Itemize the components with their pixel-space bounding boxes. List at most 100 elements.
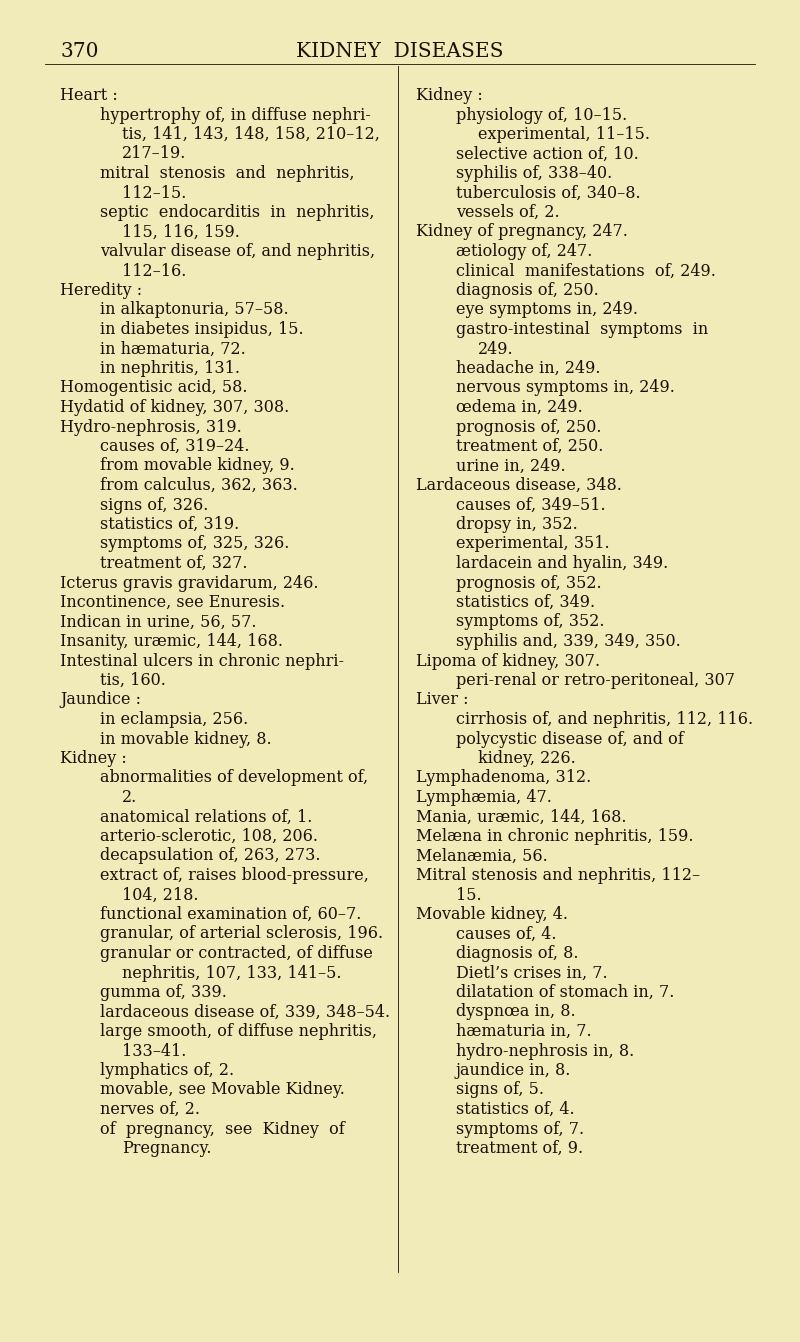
Text: septic  endocarditis  in  nephritis,: septic endocarditis in nephritis, <box>100 204 374 221</box>
Text: granular or contracted, of diffuse: granular or contracted, of diffuse <box>100 945 373 962</box>
Text: nervous symptoms in, 249.: nervous symptoms in, 249. <box>456 380 675 396</box>
Text: granular, of arterial sclerosis, 196.: granular, of arterial sclerosis, 196. <box>100 926 383 942</box>
Text: from calculus, 362, 363.: from calculus, 362, 363. <box>100 476 298 494</box>
Text: causes of, 319–24.: causes of, 319–24. <box>100 437 250 455</box>
Text: Mitral stenosis and nephritis, 112–: Mitral stenosis and nephritis, 112– <box>416 867 700 884</box>
Text: 112–15.: 112–15. <box>122 184 186 201</box>
Text: syphilis and, 339, 349, 350.: syphilis and, 339, 349, 350. <box>456 633 681 650</box>
Text: Mania, uræmic, 144, 168.: Mania, uræmic, 144, 168. <box>416 808 626 825</box>
Text: symptoms of, 325, 326.: symptoms of, 325, 326. <box>100 535 290 553</box>
Text: statistics of, 4.: statistics of, 4. <box>456 1100 574 1118</box>
Text: movable, see Movable Kidney.: movable, see Movable Kidney. <box>100 1082 345 1099</box>
Text: lardacein and hyalin, 349.: lardacein and hyalin, 349. <box>456 556 668 572</box>
Text: lymphatics of, 2.: lymphatics of, 2. <box>100 1062 234 1079</box>
Text: syphilis of, 338–40.: syphilis of, 338–40. <box>456 165 612 183</box>
Text: 2.: 2. <box>122 789 138 807</box>
Text: Homogentisic acid, 58.: Homogentisic acid, 58. <box>60 380 247 396</box>
Text: dropsy in, 352.: dropsy in, 352. <box>456 517 578 533</box>
Text: in alkaptonuria, 57–58.: in alkaptonuria, 57–58. <box>100 302 289 318</box>
Text: headache in, 249.: headache in, 249. <box>456 360 601 377</box>
Text: selective action of, 10.: selective action of, 10. <box>456 145 638 162</box>
Text: treatment of, 250.: treatment of, 250. <box>456 437 603 455</box>
Text: Insanity, uræmic, 144, 168.: Insanity, uræmic, 144, 168. <box>60 633 283 650</box>
Text: Kidney :: Kidney : <box>60 750 126 768</box>
Text: Melæna in chronic nephritis, 159.: Melæna in chronic nephritis, 159. <box>416 828 694 845</box>
Text: vessels of, 2.: vessels of, 2. <box>456 204 560 221</box>
Text: treatment of, 9.: treatment of, 9. <box>456 1139 583 1157</box>
Text: of  pregnancy,  see  Kidney  of: of pregnancy, see Kidney of <box>100 1121 345 1138</box>
Text: lardaceous disease of, 339, 348–54.: lardaceous disease of, 339, 348–54. <box>100 1004 390 1020</box>
Text: in nephritis, 131.: in nephritis, 131. <box>100 360 240 377</box>
Text: physiology of, 10–15.: physiology of, 10–15. <box>456 106 627 123</box>
Text: from movable kidney, 9.: from movable kidney, 9. <box>100 458 294 475</box>
Text: Melanæmia, 56.: Melanæmia, 56. <box>416 848 548 864</box>
Text: signs of, 5.: signs of, 5. <box>456 1082 544 1099</box>
Text: treatment of, 327.: treatment of, 327. <box>100 556 247 572</box>
Text: hydro-nephrosis in, 8.: hydro-nephrosis in, 8. <box>456 1043 634 1059</box>
Text: Intestinal ulcers in chronic nephri-: Intestinal ulcers in chronic nephri- <box>60 652 344 670</box>
Text: diagnosis of, 250.: diagnosis of, 250. <box>456 282 598 299</box>
Text: 133–41.: 133–41. <box>122 1043 186 1059</box>
Text: jaundice in, 8.: jaundice in, 8. <box>456 1062 571 1079</box>
Text: urine in, 249.: urine in, 249. <box>456 458 566 475</box>
Text: dilatation of stomach in, 7.: dilatation of stomach in, 7. <box>456 984 674 1001</box>
Text: Indican in urine, 56, 57.: Indican in urine, 56, 57. <box>60 613 257 631</box>
Text: KIDNEY  DISEASES: KIDNEY DISEASES <box>296 42 504 60</box>
Text: large smooth, of diffuse nephritis,: large smooth, of diffuse nephritis, <box>100 1023 377 1040</box>
Text: decapsulation of, 263, 273.: decapsulation of, 263, 273. <box>100 848 321 864</box>
Text: prognosis of, 352.: prognosis of, 352. <box>456 574 602 592</box>
Text: arterio-sclerotic, 108, 206.: arterio-sclerotic, 108, 206. <box>100 828 318 845</box>
Text: prognosis of, 250.: prognosis of, 250. <box>456 419 602 436</box>
Text: Hydatid of kidney, 307, 308.: Hydatid of kidney, 307, 308. <box>60 399 290 416</box>
Text: in diabetes insipidus, 15.: in diabetes insipidus, 15. <box>100 321 304 338</box>
Text: Movable kidney, 4.: Movable kidney, 4. <box>416 906 568 923</box>
Text: in hæmaturia, 72.: in hæmaturia, 72. <box>100 341 246 357</box>
Text: abnormalities of development of,: abnormalities of development of, <box>100 769 368 786</box>
Text: in movable kidney, 8.: in movable kidney, 8. <box>100 730 272 747</box>
Text: Dietl’s crises in, 7.: Dietl’s crises in, 7. <box>456 965 608 981</box>
Text: tis, 160.: tis, 160. <box>100 672 166 688</box>
Text: dyspnœa in, 8.: dyspnœa in, 8. <box>456 1004 576 1020</box>
Text: 112–16.: 112–16. <box>122 263 186 279</box>
Text: Lardaceous disease, 348.: Lardaceous disease, 348. <box>416 476 622 494</box>
Text: œdema in, 249.: œdema in, 249. <box>456 399 582 416</box>
Text: 370: 370 <box>60 42 98 60</box>
Text: hypertrophy of, in diffuse nephri-: hypertrophy of, in diffuse nephri- <box>100 106 371 123</box>
Text: extract of, raises blood-pressure,: extract of, raises blood-pressure, <box>100 867 369 884</box>
Text: Hydro-nephrosis, 319.: Hydro-nephrosis, 319. <box>60 419 242 436</box>
Text: Incontinence, see Enuresis.: Incontinence, see Enuresis. <box>60 595 285 611</box>
Text: peri-renal or retro-peritoneal, 307: peri-renal or retro-peritoneal, 307 <box>456 672 735 688</box>
Text: 217–19.: 217–19. <box>122 145 186 162</box>
Text: anatomical relations of, 1.: anatomical relations of, 1. <box>100 808 312 825</box>
Text: causes of, 349–51.: causes of, 349–51. <box>456 497 606 514</box>
Text: Pregnancy.: Pregnancy. <box>122 1139 211 1157</box>
Text: nerves of, 2.: nerves of, 2. <box>100 1100 200 1118</box>
Text: clinical  manifestations  of, 249.: clinical manifestations of, 249. <box>456 263 716 279</box>
Text: nephritis, 107, 133, 141–5.: nephritis, 107, 133, 141–5. <box>122 965 342 981</box>
Text: 115, 116, 159.: 115, 116, 159. <box>122 224 240 240</box>
Text: Jaundice :: Jaundice : <box>60 691 141 709</box>
Text: signs of, 326.: signs of, 326. <box>100 497 208 514</box>
Text: kidney, 226.: kidney, 226. <box>478 750 576 768</box>
Text: tis, 141, 143, 148, 158, 210–12,: tis, 141, 143, 148, 158, 210–12, <box>122 126 380 144</box>
Text: cirrhosis of, and nephritis, 112, 116.: cirrhosis of, and nephritis, 112, 116. <box>456 711 753 727</box>
Text: mitral  stenosis  and  nephritis,: mitral stenosis and nephritis, <box>100 165 354 183</box>
Text: statistics of, 349.: statistics of, 349. <box>456 595 595 611</box>
Text: experimental, 351.: experimental, 351. <box>456 535 610 553</box>
Text: Lymphadenoma, 312.: Lymphadenoma, 312. <box>416 769 591 786</box>
Text: Lipoma of kidney, 307.: Lipoma of kidney, 307. <box>416 652 600 670</box>
Text: ætiology of, 247.: ætiology of, 247. <box>456 243 592 260</box>
Text: Liver :: Liver : <box>416 691 469 709</box>
Text: Lymphæmia, 47.: Lymphæmia, 47. <box>416 789 552 807</box>
Text: statistics of, 319.: statistics of, 319. <box>100 517 239 533</box>
Text: causes of, 4.: causes of, 4. <box>456 926 557 942</box>
Text: diagnosis of, 8.: diagnosis of, 8. <box>456 945 578 962</box>
Text: in eclampsia, 256.: in eclampsia, 256. <box>100 711 248 727</box>
Text: Kidney of pregnancy, 247.: Kidney of pregnancy, 247. <box>416 224 628 240</box>
Text: symptoms of, 352.: symptoms of, 352. <box>456 613 605 631</box>
Text: 15.: 15. <box>456 887 482 903</box>
Text: eye symptoms in, 249.: eye symptoms in, 249. <box>456 302 638 318</box>
Text: valvular disease of, and nephritis,: valvular disease of, and nephritis, <box>100 243 375 260</box>
Text: functional examination of, 60–7.: functional examination of, 60–7. <box>100 906 362 923</box>
Text: Heredity :: Heredity : <box>60 282 142 299</box>
